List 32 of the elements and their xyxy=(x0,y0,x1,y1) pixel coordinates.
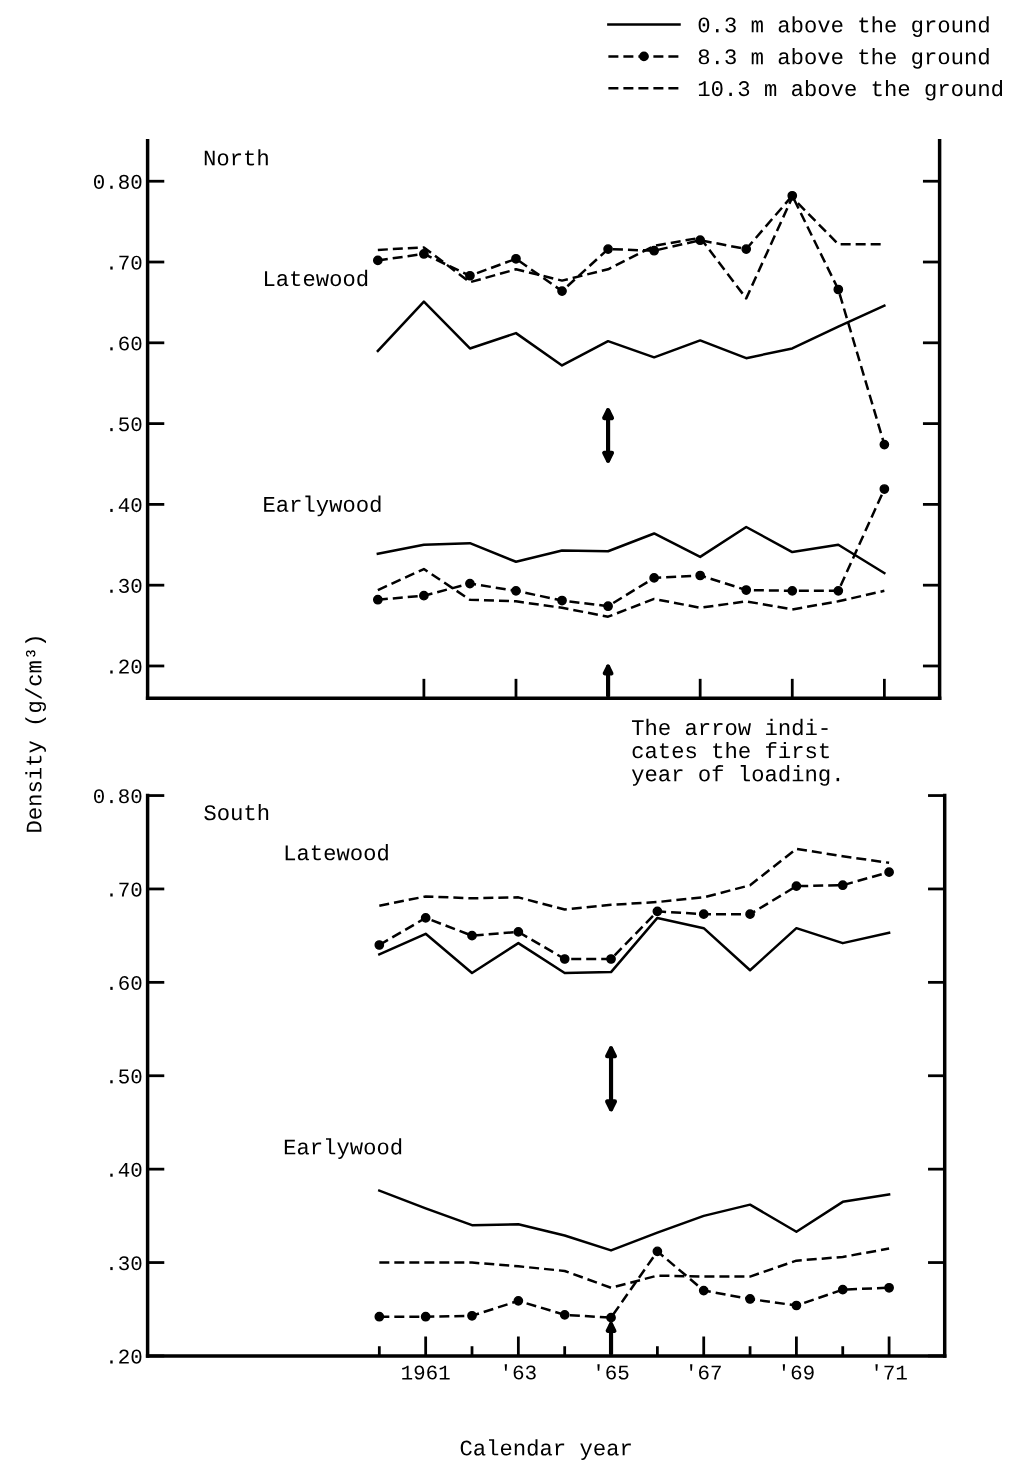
y-tick-label: .20 xyxy=(110,659,142,674)
annotation: Latewood xyxy=(265,269,368,287)
annotation: Latewood xyxy=(285,844,388,861)
x-tick-label: '67 xyxy=(690,1364,721,1380)
x-tick-label: '69 xyxy=(782,1364,814,1380)
x-tick-label: 1961 xyxy=(402,1365,450,1380)
y-tick-label: .60 xyxy=(110,975,142,991)
y-tick-label: .70 xyxy=(110,255,142,270)
y-tick-label: 0.80 xyxy=(94,174,142,189)
y-tick-label: .70 xyxy=(110,882,142,897)
y-tick-label: .50 xyxy=(110,417,142,432)
x-tick-label: '65 xyxy=(597,1364,629,1380)
y-tick-label: .40 xyxy=(110,1162,142,1177)
x-tick-label: '71 xyxy=(875,1364,907,1380)
y-tick-label: .20 xyxy=(110,1349,142,1364)
legend-label: 10.3 m above the ground xyxy=(698,79,1003,101)
y-tick-label: .40 xyxy=(110,498,142,513)
chart-title: South xyxy=(204,803,269,821)
chart-title: North xyxy=(204,149,268,166)
y-axis-title: Density (g/cm³) xyxy=(25,637,46,832)
y-tick-label: .60 xyxy=(110,336,142,351)
x-axis-title: Calendar year xyxy=(460,1439,631,1460)
y-tick-label: .30 xyxy=(110,1256,142,1271)
annotation: Earlywood xyxy=(284,1138,402,1159)
y-tick-label: .30 xyxy=(110,578,142,593)
y-tick-label: .50 xyxy=(110,1069,142,1084)
legend-label: 8.3 m above the ground xyxy=(698,48,989,69)
y-tick-label: 0.80 xyxy=(94,789,142,804)
text: The arrow indi- cates the first year of loading. xyxy=(631,718,840,786)
x-tick-label: '63 xyxy=(504,1364,536,1380)
legend-label: 0.3 m above the ground xyxy=(698,16,989,37)
annotation: Earlywood xyxy=(264,495,381,517)
